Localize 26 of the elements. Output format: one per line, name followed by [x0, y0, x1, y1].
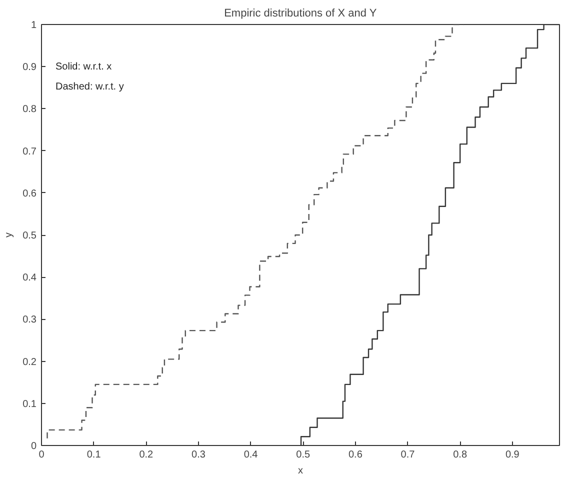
x-tick-label: 0.1: [86, 450, 102, 460]
annotation: Solid: w.r.t. x: [56, 62, 112, 72]
x-tick-label: 0: [38, 450, 45, 460]
x-tick-label: 0.6: [348, 450, 363, 460]
y-axis-title: y: [4, 232, 15, 238]
x-axis-title: x: [298, 466, 303, 476]
y-tick-label: 0.3: [22, 314, 37, 326]
x-tick-label: 0.5: [296, 450, 311, 460]
y-tick-label: 0.9: [22, 62, 37, 74]
y-tick-label: 0.4: [22, 272, 37, 284]
y-tick-label: 0.8: [22, 104, 37, 116]
x-tick-label: 0.2: [139, 450, 154, 460]
chart-title: Empiric distributions of X and Y: [224, 8, 378, 20]
y-tick-label: 0: [30, 441, 37, 452]
y-tick-label: 1: [30, 20, 37, 31]
x-tick-label: 0.8: [453, 450, 468, 460]
y-tick-label: 0.6: [22, 188, 37, 200]
x-tick-label: 0.9: [505, 450, 520, 460]
y-tick-label: 0.7: [22, 146, 37, 158]
y-tick-label: 0.5: [22, 230, 37, 242]
y-tick-label: 0.1: [22, 398, 37, 410]
annotation: Dashed: w.r.t. y: [56, 82, 124, 92]
y-tick-label: 0.2: [22, 356, 37, 368]
x-tick-label: 0.4: [244, 450, 258, 460]
x-tick-label: 0.7: [400, 450, 416, 460]
x-tick-label: 0.3: [192, 450, 206, 460]
